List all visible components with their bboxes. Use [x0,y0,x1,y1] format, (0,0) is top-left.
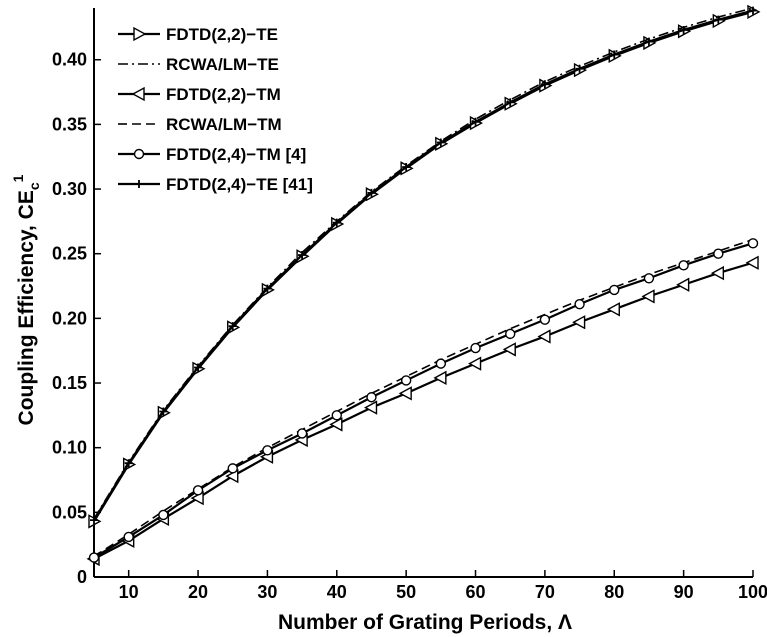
data-marker-circle [192,485,204,496]
data-marker-plus [159,407,168,416]
data-marker-plus [332,218,341,227]
x-axis-label: Number of Grating Periods, Λ [278,611,572,634]
legend: FDTD(2,2)−TE RCWA/LM−TE FDTD(2,2)−TM RCWA/L… [118,25,313,194]
data-marker-circle [331,410,342,421]
data-marker-plus [298,250,307,259]
data-marker-circle [505,328,516,340]
x-tick-label: 60 [466,582,486,602]
data-marker-plus [194,363,203,372]
data-marker-plus [575,64,584,73]
data-marker-triangle-left [468,356,482,371]
data-marker-triangle-left [329,417,343,432]
data-marker-plus [749,6,757,15]
y-tick-label: 0.40 [52,50,87,70]
data-marker-circle [296,428,308,439]
data-marker-triangle-left [364,400,378,415]
series-4 [93,238,754,557]
data-marker-circle [400,375,412,386]
data-marker-circle [227,463,238,474]
data-marker-plus [90,516,98,525]
data-marker-plus [367,188,376,197]
y-tick-label: 0.10 [52,438,87,458]
y-tick-label: 0.20 [52,308,87,328]
axes: 10 20 30 40 50 60 70 80 90 100 0 0.05 0.10 0.15 0.20 0.… [52,8,767,602]
data-marker-plus [135,180,143,188]
series-6 [90,6,757,525]
data-marker-plus [679,25,688,34]
series-line [93,242,754,559]
data-marker-triangle-right [133,26,147,42]
y-tick-label: 0.30 [52,179,87,199]
data-marker-triangle-left [572,315,586,330]
data-marker-triangle-left [398,386,412,401]
x-tick-label: 10 [119,582,139,602]
data-marker-circle [158,509,169,521]
data-marker-circle [123,531,134,543]
series-5 [88,238,759,563]
data-marker-circle [678,260,689,271]
data-marker-triangle-left [641,289,655,304]
data-marker-plus [610,50,619,59]
legend-label: FDTD(2,2)−TE [166,25,278,44]
y-tick-label: 0.15 [52,373,87,393]
data-marker-plus [540,80,549,89]
data-marker-circle [435,358,447,369]
x-tick-label: 100 [738,582,767,602]
data-marker-plus [228,322,237,331]
x-tick-label: 50 [396,582,416,602]
x-tick-label: 90 [674,582,694,602]
y-axis-label-main: Coupling Efficiency, CE [15,190,38,425]
data-marker-triangle-left [537,329,551,344]
data-marker-circle [262,445,273,456]
x-tick-label: 30 [257,582,277,602]
data-marker-triangle-left [131,86,145,102]
data-marker-triangle-left [710,265,725,281]
data-marker-triangle-left [433,370,447,386]
data-marker-circle [643,273,655,284]
data-marker-plus [714,15,723,24]
legend-label: FDTD(2,4)−TM [4] [166,145,306,164]
data-marker-plus [436,138,445,147]
data-marker-plus [124,459,133,468]
data-marker-triangle-left [502,342,516,357]
data-marker-circle [574,298,585,310]
x-tick-label: 40 [327,582,347,602]
y-axis-label-sup: 1 [10,174,26,182]
data-marker-plus [644,37,653,46]
y-axis-label-sub: c [26,182,42,190]
data-marker-circle [747,238,759,249]
data-marker-triangle-left [606,302,620,317]
data-marker-circle [609,284,620,296]
y-tick-label: 0.35 [52,114,87,134]
y-axis-label: Coupling Efficiency, CEc1 [10,174,42,425]
legend-label: RCWA/LM−TM [166,115,282,134]
data-marker-plus [506,98,515,107]
series-line [93,9,754,521]
x-tick-label: 20 [188,582,208,602]
data-marker-circle [366,392,377,403]
data-marker-circle [133,148,145,160]
data-marker-circle [713,248,724,259]
legend-label: RCWA/LM−TE [166,55,279,74]
y-tick-label: 0.05 [52,502,87,522]
legend-label: FDTD(2,2)−TM [166,85,281,104]
data-marker-circle [539,314,551,325]
data-marker-plus [263,284,272,293]
series-3 [86,255,759,567]
series-line [93,238,754,557]
y-tick-label: 0 [77,567,87,587]
legend-label: FDTD(2,4)−TE [41] [166,175,313,194]
data-marker-triangle-left [745,255,759,270]
data-marker-circle [88,552,100,563]
data-marker-plus [471,117,480,126]
data-marker-circle [470,342,481,354]
data-marker-plus [402,163,411,172]
data-marker-triangle-left [676,277,690,292]
x-tick-label: 70 [535,582,555,602]
x-tick-label: 80 [604,582,624,602]
series-group [86,4,761,567]
series-line [93,261,754,560]
y-tick-label: 0.25 [52,244,87,264]
